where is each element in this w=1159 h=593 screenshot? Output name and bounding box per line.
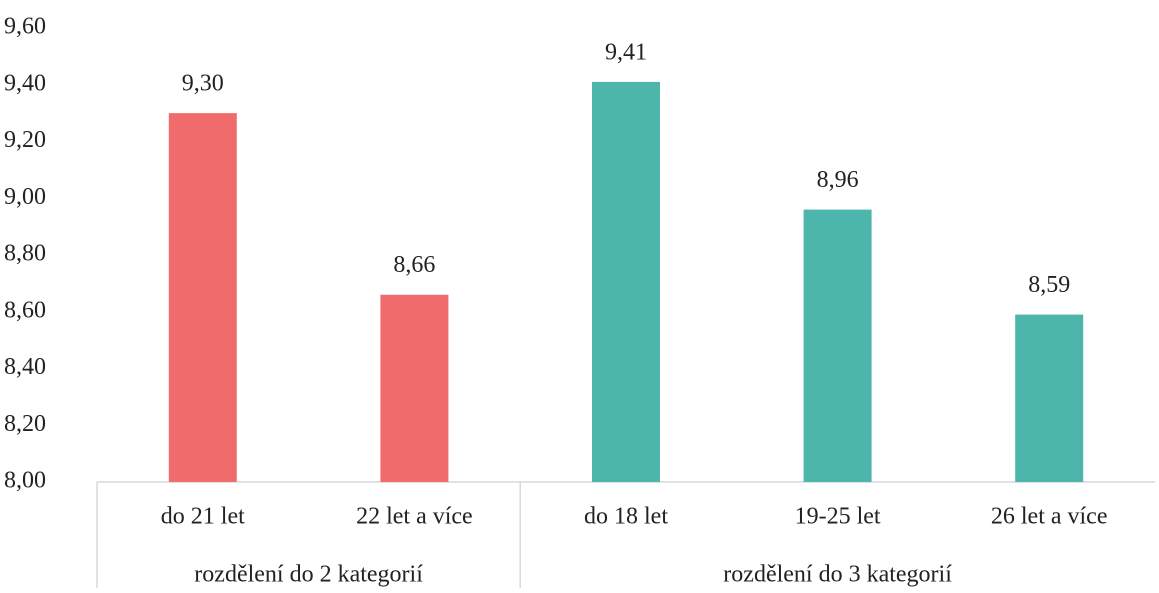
value-label: 8,59 [1028,272,1070,298]
x-tick-label: 19-25 let [795,504,881,530]
value-label: 8,66 [393,252,435,278]
x-tick-label: do 21 let [161,504,245,530]
y-tick-label: 9,60 [4,14,46,40]
y-tick-label: 8,40 [4,354,46,380]
y-tick-label: 9,20 [4,127,46,153]
y-tick-label: 8,60 [4,297,46,323]
x-tick-label: do 18 let [584,504,668,530]
group-label: rozdělení do 2 kategorií [194,562,423,588]
y-tick-label: 8,20 [4,411,46,437]
x-tick-label: 22 let a více [356,504,473,530]
bar [380,294,449,482]
group-label: rozdělení do 3 kategorií [723,562,952,588]
bar [168,113,237,482]
bar [803,209,872,482]
y-tick-label: 8,00 [4,468,46,494]
value-label: 8,96 [817,167,859,193]
y-tick-label: 8,80 [4,241,46,267]
value-label: 9,30 [182,71,224,97]
value-label: 9,41 [605,39,647,65]
y-tick-label: 9,40 [4,70,46,96]
bar [592,81,660,482]
bar [1015,314,1084,482]
y-tick-label: 9,00 [4,184,46,210]
x-tick-label: 26 let a více [991,504,1108,530]
